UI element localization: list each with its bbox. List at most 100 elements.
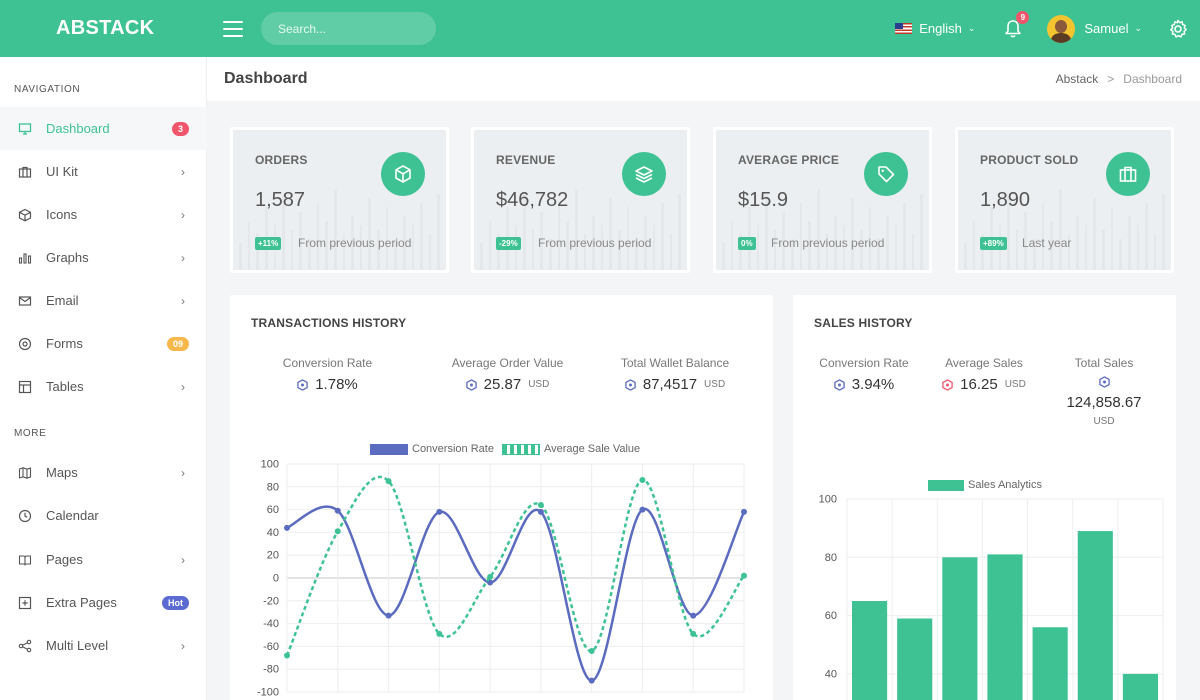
stat-value: 1,890: [980, 189, 1031, 211]
sidebar-item-tables[interactable]: Tables ›: [0, 365, 207, 408]
metric-total-sales: Total Sales 124,858.67 USD: [1048, 356, 1160, 427]
us-flag-icon: [895, 23, 913, 34]
data-point: [436, 508, 443, 515]
stat-card-average-price: AVERAGE PRICE $15.9 0% From previous per…: [713, 127, 932, 273]
stat-value: 1,587: [255, 189, 306, 211]
language-label: English: [919, 21, 962, 36]
notifications-button[interactable]: 9: [1003, 10, 1030, 39]
sidebar-item-email[interactable]: Email ›: [0, 279, 207, 322]
chevron-right-icon: ›: [181, 552, 185, 567]
sidebar-item-extra-pages[interactable]: Extra Pages Hot: [0, 581, 207, 624]
hexagon-icon: [465, 378, 477, 391]
sidebar: NAVIGATION Dashboard 3 UI Kit › Icons › …: [0, 57, 207, 700]
stat-change-badge: 0%: [738, 237, 756, 250]
breadcrumb-root-link[interactable]: Abstack: [1055, 72, 1099, 86]
card-background-bars: [239, 180, 440, 270]
y-tick-label: -20: [263, 595, 279, 607]
series-line: [285, 475, 746, 656]
data-point: [690, 612, 697, 619]
metric-label: Average Order Value: [451, 356, 564, 370]
mail-icon: [18, 294, 32, 308]
sidebar-item-multi-level[interactable]: Multi Level ›: [0, 624, 207, 667]
y-tick-label: 80: [825, 552, 837, 564]
hexagon-icon: [833, 378, 845, 391]
y-tick-label: 100: [261, 459, 279, 471]
sidebar-item-icons[interactable]: Icons ›: [0, 193, 207, 236]
total-sales-icon-row: [1048, 375, 1160, 393]
sidebar-item-label: Tables: [46, 379, 84, 394]
bar: [1032, 627, 1068, 700]
y-tick-label: 40: [267, 527, 279, 539]
bar-chart-icon: [18, 251, 32, 265]
y-tick-label: 0: [273, 573, 279, 585]
chevron-right-icon: ›: [181, 379, 185, 394]
metric-label: Total Wallet Balance: [620, 356, 730, 370]
page-header: Dashboard Abstack > Dashboard: [207, 57, 1200, 101]
data-point: [639, 506, 646, 513]
forms-count-badge: 09: [166, 336, 189, 351]
data-point: [334, 507, 341, 514]
data-point: [690, 630, 697, 637]
legend-label: Conversion Rate: [412, 443, 494, 455]
y-tick-label: 100: [819, 494, 837, 506]
y-tick-label: 20: [267, 550, 279, 562]
metric-total-wallet-balance: Total Wallet Balance 87,4517 USD: [605, 356, 745, 393]
panel-title: TRANSACTIONS HISTORY: [251, 316, 407, 330]
brand-logo[interactable]: ABSTACK: [56, 17, 155, 39]
top-bar: ABSTACK English ⌄ 9 Samuel ⌄: [0, 0, 1200, 57]
monitor-icon: [18, 122, 32, 136]
stat-note: From previous period: [771, 236, 885, 250]
sidebar-item-forms[interactable]: Forms 09: [0, 322, 207, 365]
sidebar-item-ui-kit[interactable]: UI Kit ›: [0, 150, 207, 193]
user-menu[interactable]: Samuel ⌄: [1047, 14, 1142, 43]
sidebar-item-pages[interactable]: Pages ›: [0, 538, 207, 581]
briefcase-icon: [18, 165, 32, 179]
language-selector[interactable]: English ⌄: [895, 21, 975, 36]
sidebar-section-navigation: NAVIGATION: [14, 84, 81, 95]
sidebar-item-graphs[interactable]: Graphs ›: [0, 236, 207, 279]
metric-unit: USD: [528, 379, 550, 390]
hexagon-icon: [297, 378, 308, 391]
sidebar-item-dashboard[interactable]: Dashboard 3: [0, 107, 207, 150]
y-tick-label: 60: [825, 610, 837, 622]
data-point: [436, 630, 443, 637]
search-input[interactable]: [278, 21, 433, 36]
stat-change-badge: +11%: [255, 237, 282, 250]
data-point: [537, 502, 544, 509]
stat-note: Last year: [1022, 236, 1072, 250]
y-tick-label: -40: [263, 618, 279, 630]
stat-card-orders: ORDERS 1,587 +11% From previous period: [230, 127, 449, 273]
metric-value: 16.25: [960, 376, 998, 393]
page-title: Dashboard: [224, 70, 308, 87]
hexagon-icon: [942, 378, 953, 391]
sidebar-item-label: Forms: [46, 336, 83, 351]
gear-icon[interactable]: [1168, 19, 1188, 39]
metric-label: Conversion Rate: [819, 356, 909, 370]
map-icon: [18, 466, 32, 480]
username-label: Samuel: [1084, 21, 1129, 36]
sidebar-item-calendar[interactable]: Calendar: [0, 494, 207, 537]
chevron-right-icon: ›: [181, 638, 185, 653]
breadcrumb: Abstack > Dashboard: [1056, 72, 1182, 86]
chevron-right-icon: ›: [181, 164, 185, 179]
metric-conversion-rate: Conversion Rate 3.94%: [808, 356, 920, 393]
bar: [1122, 673, 1158, 700]
legend-swatch-average-sale-value: [501, 443, 540, 455]
sidebar-item-label: Dashboard: [46, 121, 110, 136]
stat-note: From previous period: [538, 236, 652, 250]
breadcrumb-separator: >: [1107, 72, 1115, 86]
sidebar-item-label: Maps: [46, 465, 78, 480]
dashboard-count-badge: 3: [171, 121, 189, 136]
legend-swatch-sales-analytics: [928, 479, 964, 491]
panel-title: SALES HISTORY: [814, 316, 913, 330]
menu-toggle-icon[interactable]: [223, 20, 243, 37]
chevron-right-icon: ›: [181, 207, 185, 222]
metric-unit: USD: [1093, 416, 1115, 427]
data-point: [588, 677, 595, 684]
data-point: [385, 612, 392, 619]
bar: [852, 601, 888, 700]
metric-value: 87,4517: [642, 376, 698, 393]
clock-icon: [18, 509, 32, 523]
sidebar-item-maps[interactable]: Maps ›: [0, 451, 207, 494]
metric-average-sales: Average Sales 16.25 USD: [928, 356, 1040, 393]
